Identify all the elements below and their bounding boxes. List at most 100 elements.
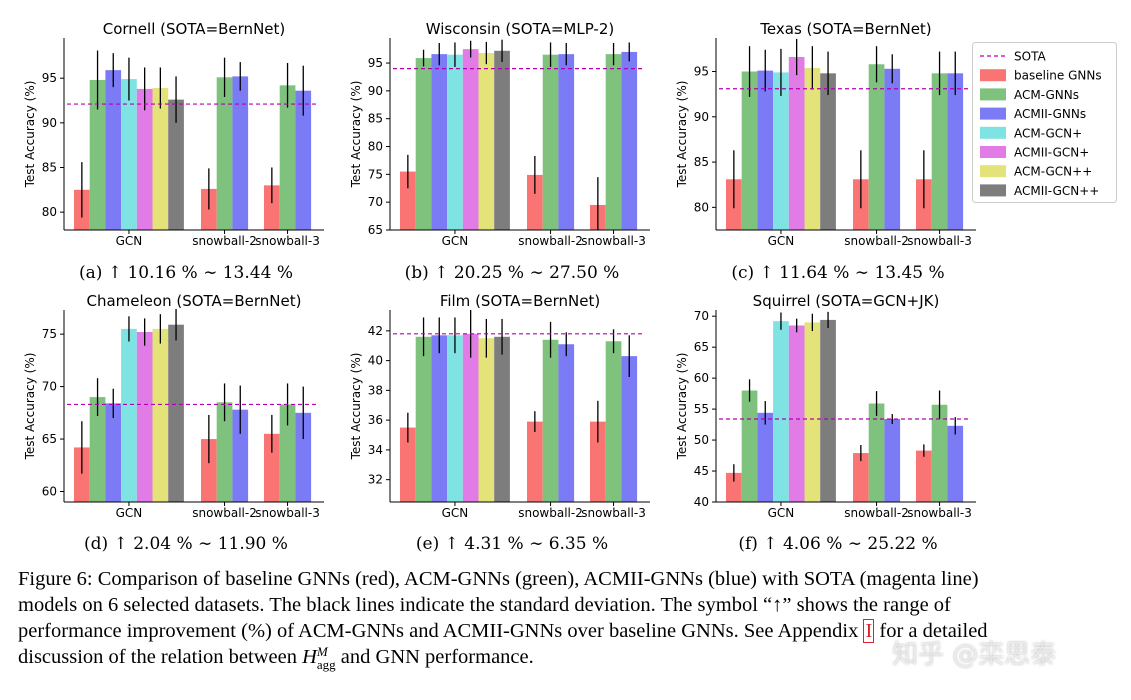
wisconsin-bar-snowball-2-acm-gnns bbox=[542, 54, 559, 231]
film-bar-snowball-3-baseline-gnns bbox=[590, 421, 606, 502]
wisconsin-bar-gcn-baseline-gnns bbox=[400, 171, 416, 230]
film-bar-gcn-acmii-gcn bbox=[494, 336, 510, 502]
texas-bar-gcn-acmii-gcn bbox=[788, 57, 805, 231]
legend-swatch-baseline-gnns bbox=[980, 69, 1006, 82]
legend-swatch-acm-gcn bbox=[980, 165, 1006, 178]
legend-swatch-acm-gnns bbox=[980, 88, 1006, 101]
squirrel-bar-snowball-3-baseline-gnns bbox=[916, 450, 932, 502]
film-ylabel: Test Accuracy (%) bbox=[349, 353, 363, 461]
legend-label-acmii-gcn: ACMII-GCN++ bbox=[1014, 184, 1099, 198]
texas-bar-gcn-acm-gcn bbox=[773, 72, 789, 230]
film-ytick-label: 32 bbox=[368, 473, 383, 487]
squirrel-bar-snowball-2-baseline-gnns bbox=[853, 453, 869, 502]
chameleon-bar-snowball-2-acm-gnns bbox=[216, 402, 233, 502]
legend-swatch-acm-gcn bbox=[980, 126, 1006, 139]
film-bar-gcn-acm-gnns bbox=[415, 336, 432, 502]
wisconsin-title: Wisconsin (SOTA=MLP-2) bbox=[426, 20, 615, 38]
chameleon-bar-snowball-3-baseline-gnns bbox=[264, 433, 280, 502]
cornell-bar-gcn-acmii-gcn bbox=[168, 99, 184, 230]
legend-swatch-acmii-gcn bbox=[980, 146, 1006, 158]
chameleon-bar-snowball-2-acmii-gnns bbox=[232, 409, 249, 502]
caption-text-part3: and GNN performance. bbox=[340, 646, 534, 668]
squirrel-bar-snowball-2-acmii-gnns bbox=[884, 419, 901, 502]
squirrel-ytick-label: 70 bbox=[694, 309, 709, 323]
squirrel-bar-gcn-acmii-gcn bbox=[788, 325, 805, 502]
film-bar-snowball-2-baseline-gnns bbox=[527, 421, 543, 502]
chameleon-bar-gcn-acmii-gcn bbox=[136, 332, 153, 502]
cornell-bar-gcn-acm-gnns bbox=[89, 79, 106, 230]
chameleon-title: Chameleon (SOTA=BernNet) bbox=[87, 292, 302, 310]
wisconsin-ytick-label: 80 bbox=[368, 140, 383, 154]
film-title: Film (SOTA=BernNet) bbox=[440, 292, 600, 310]
texas-bar-gcn-acmii-gnns bbox=[757, 70, 774, 230]
film-bar-snowball-3-acm-gnns bbox=[605, 341, 622, 502]
cornell-bar-snowball-3-acmii-gnns bbox=[295, 90, 312, 230]
cornell-bar-snowball-2-acmii-gnns bbox=[232, 76, 249, 231]
chameleon-ytick-label: 60 bbox=[42, 485, 57, 499]
squirrel-bar-gcn-acm-gnns bbox=[741, 390, 758, 502]
squirrel-ytick-label: 45 bbox=[694, 464, 709, 478]
texas-ytick-label: 95 bbox=[694, 65, 709, 79]
film-xtick-label-gcn: GCN bbox=[442, 506, 469, 520]
chart-panel-wisconsin: Wisconsin (SOTA=MLP-2) Test Accuracy (%) 6… bbox=[349, 20, 650, 283]
wisconsin-ytick-label: 90 bbox=[368, 84, 383, 98]
wisconsin-bar-snowball-2-acmii-gnns bbox=[558, 54, 575, 230]
squirrel-ytick-label: 40 bbox=[694, 495, 709, 509]
legend-label-acmii-gnns: ACMII-GNNs bbox=[1014, 107, 1086, 121]
chameleon-xtick-label-snowball-3: snowball-3 bbox=[255, 506, 320, 520]
wisconsin-ytick-label: 75 bbox=[368, 167, 383, 181]
texas-bar-gcn-acmii-gcn bbox=[820, 73, 836, 230]
squirrel-ytick-label: 55 bbox=[694, 402, 709, 416]
film-ytick-label: 38 bbox=[368, 383, 383, 397]
cornell-ylabel: Test Accuracy (%) bbox=[23, 81, 37, 189]
texas-bar-snowball-3-acmii-gnns bbox=[947, 73, 964, 230]
cornell-title: Cornell (SOTA=BernNet) bbox=[103, 20, 286, 38]
legend-swatch-acmii-gnns bbox=[980, 107, 1006, 120]
wisconsin-bar-gcn-acm-gnns bbox=[415, 58, 432, 230]
film-bar-gcn-acmii-gnns bbox=[431, 335, 448, 502]
squirrel-bar-snowball-2-acm-gnns bbox=[868, 403, 885, 502]
film-subcaption: (e) ↑ 4.31 % ∼ 6.35 % bbox=[416, 534, 608, 554]
chameleon-bar-gcn-acm-gcn bbox=[121, 328, 137, 502]
wisconsin-bar-gcn-acm-gcn bbox=[447, 54, 463, 231]
film-ytick-label: 42 bbox=[368, 324, 383, 338]
wisconsin-bar-gcn-acmii-gcn bbox=[462, 49, 479, 231]
chameleon-bar-snowball-3-acmii-gnns bbox=[295, 412, 312, 502]
legend-label-baseline-gnns: baseline GNNs bbox=[1014, 69, 1102, 83]
legend-label-acm-gcn: ACM-GCN++ bbox=[1014, 165, 1092, 179]
zhihu-watermark: 知乎 @栾思泰 bbox=[892, 640, 1057, 670]
caption-text-part1: Figure 6: Comparison of baseline GNNs (r… bbox=[18, 568, 979, 642]
squirrel-xtick-label-snowball-3: snowball-3 bbox=[907, 506, 972, 520]
chart-panel-texas: Texas (SOTA=BernNet) Test Accuracy (%) 80 8… bbox=[675, 20, 976, 283]
squirrel-bar-gcn-acm-gcn bbox=[804, 322, 821, 502]
cornell-bar-gcn-acmii-gcn bbox=[136, 88, 153, 230]
film-xtick-label-snowball-2: snowball-2 bbox=[518, 506, 583, 520]
film-bar-snowball-2-acmii-gnns bbox=[558, 344, 575, 502]
cornell-ytick-label: 95 bbox=[42, 71, 57, 85]
texas-xtick-label-snowball-3: snowball-3 bbox=[907, 234, 972, 248]
chameleon-xtick-label-snowball-2: snowball-2 bbox=[192, 506, 257, 520]
squirrel-subcaption: (f) ↑ 4.06 % ∼ 25.22 % bbox=[738, 534, 937, 554]
cornell-bar-gcn-acm-gcn bbox=[121, 79, 137, 230]
cornell-bar-gcn-acm-gcn bbox=[152, 88, 169, 230]
texas-bar-gcn-acm-gnns bbox=[741, 71, 758, 230]
film-ytick-label: 36 bbox=[368, 413, 383, 427]
chameleon-ytick-label: 75 bbox=[42, 327, 57, 341]
chameleon-xtick-label-gcn: GCN bbox=[116, 506, 143, 520]
wisconsin-bar-snowball-3-acmii-gnns bbox=[621, 51, 638, 231]
texas-ylabel: Test Accuracy (%) bbox=[675, 81, 689, 189]
chameleon-ytick-label: 65 bbox=[42, 432, 57, 446]
chameleon-bar-snowball-2-baseline-gnns bbox=[201, 439, 217, 502]
film-bar-gcn-acm-gcn bbox=[447, 335, 463, 502]
wisconsin-xtick-label-gcn: GCN bbox=[442, 234, 469, 248]
squirrel-xtick-label-gcn: GCN bbox=[768, 506, 795, 520]
appendix-reference-link[interactable]: I bbox=[863, 619, 875, 643]
cornell-xtick-label-snowball-2: snowball-2 bbox=[192, 234, 257, 248]
cornell-bar-snowball-3-baseline-gnns bbox=[264, 185, 280, 230]
wisconsin-bar-gcn-acm-gcn bbox=[478, 53, 495, 230]
film-xtick-label-snowball-3: snowball-3 bbox=[581, 506, 646, 520]
film-ytick-label: 34 bbox=[368, 443, 383, 457]
squirrel-ytick-label: 60 bbox=[694, 371, 709, 385]
chart-panel-squirrel: Squirrel (SOTA=GCN+JK) Test Accuracy (%) 4… bbox=[675, 292, 976, 554]
